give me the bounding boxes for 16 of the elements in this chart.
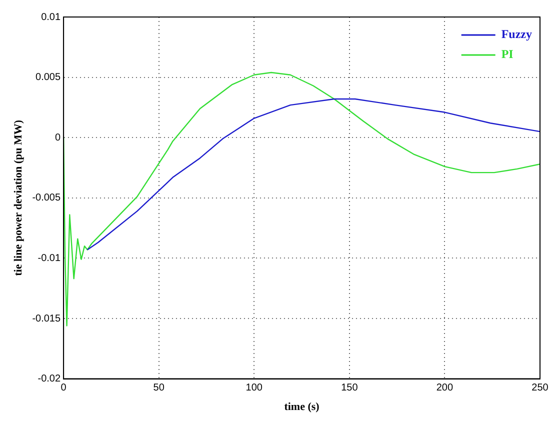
x-tick-label: 250: [532, 382, 549, 394]
y-tick-label: -0.01: [38, 252, 61, 264]
x-tick-label: 150: [341, 382, 358, 394]
legend-label: PI: [501, 47, 514, 62]
x-tick-label: 100: [246, 382, 263, 394]
x-tick-label: 50: [153, 382, 165, 394]
y-tick-label: -0.005: [32, 192, 61, 204]
y-axis-title: tie line power deviation (pu MW): [12, 120, 24, 276]
y-tick-label: -0.015: [32, 313, 61, 324]
y-tick-label: 0: [54, 132, 61, 144]
legend-label: Fuzzy: [501, 27, 532, 42]
x-tick-label: 200: [436, 382, 454, 394]
y-tick-label: 0.005: [36, 72, 61, 84]
y-tick-label: -0.02: [38, 374, 61, 385]
y-tick-label: 0.01: [41, 12, 61, 23]
x-axis-title: time (s): [284, 401, 320, 414]
